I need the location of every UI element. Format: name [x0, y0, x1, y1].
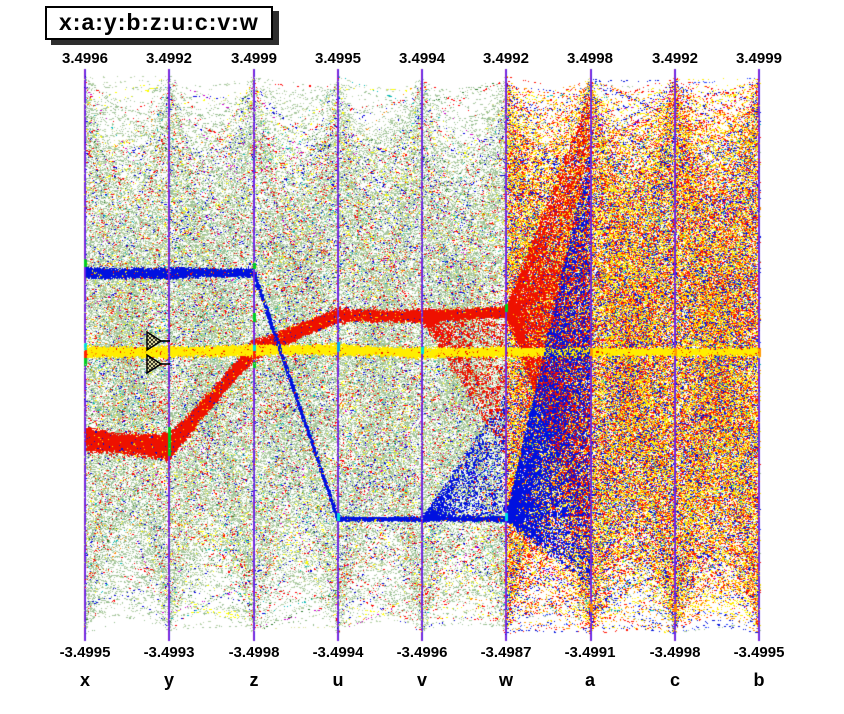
axis-min-label: -3.4987 — [480, 644, 532, 661]
axis-name-label: v — [416, 670, 427, 690]
axis-max-label: 3.4994 — [399, 50, 445, 67]
axis-name-label: z — [249, 670, 259, 690]
lower-drag-arrow[interactable] — [146, 353, 170, 375]
axis-max-label: 3.4995 — [315, 50, 361, 67]
axis-max-label: 3.4999 — [736, 50, 782, 67]
axis-name-label: w — [498, 670, 513, 690]
axis-max-label: 3.4998 — [567, 50, 613, 67]
plot-title-box: x:a:y:b:z:u:c:v:w — [45, 6, 273, 40]
axis-max-label: 3.4992 — [146, 50, 192, 67]
axis-min-label: -3.4995 — [733, 644, 785, 661]
axis-name-label: x — [79, 670, 90, 690]
axis-max-label: 3.4996 — [62, 50, 108, 67]
upper-drag-arrow[interactable] — [146, 330, 170, 352]
axis-name-label: b — [753, 670, 765, 690]
axis-name-label: c — [669, 670, 680, 690]
axis-min-label: -3.4994 — [312, 644, 364, 661]
axis-min-label: -3.4993 — [143, 644, 195, 661]
axis-min-label: -3.4996 — [396, 644, 448, 661]
axis-min-label: -3.4991 — [564, 644, 616, 661]
axis-min-label: -3.4998 — [228, 644, 280, 661]
axis-max-label: 3.4992 — [652, 50, 698, 67]
axis-name-label: y — [163, 670, 174, 690]
axis-name-label: a — [584, 670, 595, 690]
axis-max-label: 3.4992 — [483, 50, 529, 67]
axis-min-label: -3.4995 — [59, 644, 111, 661]
axis-min-label: -3.4998 — [649, 644, 701, 661]
axis-max-label: 3.4999 — [231, 50, 277, 67]
axis-name-label: u — [332, 670, 344, 690]
plot-title: x:a:y:b:z:u:c:v:w — [59, 9, 259, 35]
axis-drag-handles[interactable] — [146, 330, 172, 376]
